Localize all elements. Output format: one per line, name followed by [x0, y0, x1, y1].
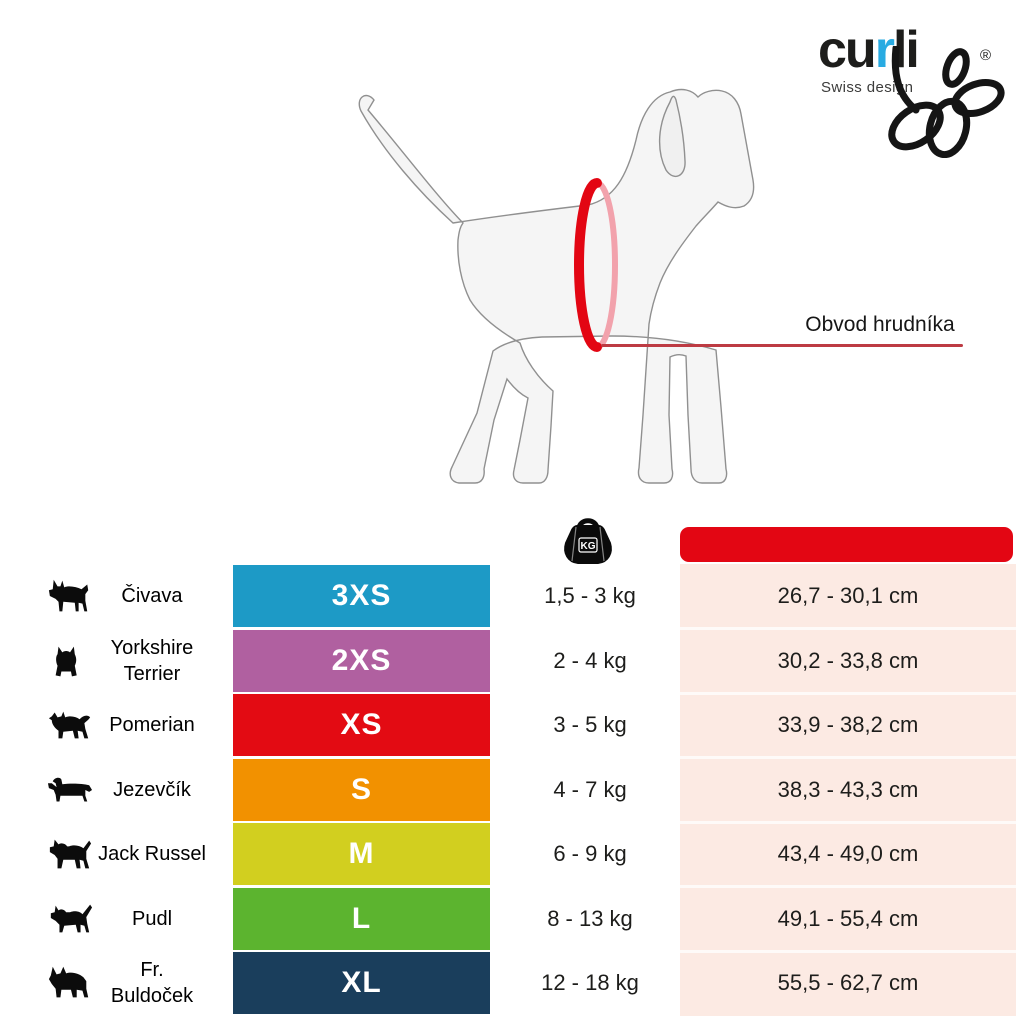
size-label: S — [350, 772, 372, 806]
chest-row-separator — [680, 627, 1016, 630]
french-bulldog-icon — [48, 966, 89, 998]
size-label: XS — [340, 708, 383, 741]
weight-value: 3 - 5 kg — [553, 712, 627, 737]
registered-trademark-icon: ® — [980, 47, 992, 64]
breed-label: Čivava — [121, 585, 183, 607]
chest-value: 33,9 - 38,2 cm — [777, 712, 919, 737]
chest-value: 49,1 - 55,4 cm — [777, 905, 919, 931]
weight-value: 2 - 4 kg — [553, 647, 627, 673]
chest-row-separator — [680, 949, 1016, 953]
dog-ear — [658, 95, 686, 178]
breed-label: Pomerian — [109, 714, 195, 736]
brand-prefix: cu — [818, 21, 877, 79]
size-label: L — [351, 901, 372, 935]
size-label: 3XS — [331, 579, 392, 612]
breed-icon-cell — [40, 888, 100, 950]
size-bar: M — [233, 823, 490, 885]
chest-row-separator — [680, 691, 1016, 695]
breed-icon-cell — [40, 759, 100, 821]
dog-body — [358, 88, 755, 484]
chest-value: 30,2 - 33,8 cm — [777, 647, 919, 673]
size-bar: XL — [233, 952, 490, 1014]
breed-label: Jack Russel — [98, 843, 206, 865]
chest-value: 38,3 - 43,3 cm — [777, 776, 919, 802]
chest-header-bar — [680, 527, 1013, 562]
chest-value: 26,7 - 30,1 cm — [777, 583, 919, 608]
weight-value: 12 - 18 kg — [541, 970, 639, 995]
dog-silhouette — [358, 88, 755, 484]
breed-icon-cell — [40, 565, 100, 627]
chest-value: 55,5 - 62,7 cm — [777, 970, 919, 995]
brand-letter-r: r — [874, 21, 895, 79]
size-bar: 2XS — [233, 629, 490, 692]
breed-icon-cell — [40, 823, 100, 885]
chest-row-separator — [680, 885, 1016, 888]
breed-icon-cell — [40, 694, 100, 756]
logo-tagline: Swiss design — [821, 79, 914, 96]
size-bar: 3XS — [233, 565, 490, 627]
size-bar: XS — [233, 694, 490, 756]
breed-label: Jezevčík — [113, 778, 191, 801]
breed-icon-cell — [40, 630, 100, 692]
chest-ring-front — [574, 178, 602, 352]
weight-value: 8 - 13 kg — [547, 905, 633, 931]
measurement-line — [601, 344, 963, 347]
logo-flower-icon — [888, 46, 1005, 158]
terrier-icon — [50, 904, 93, 932]
size-bar: S — [233, 758, 490, 821]
measurement-label: Obvod hrudníka — [805, 313, 955, 336]
pomeranian-icon — [48, 711, 91, 739]
kg-weight-icon: KG — [564, 518, 612, 564]
breed-label: Fr. Buldoček — [110, 959, 194, 1007]
size-label: M — [348, 837, 375, 870]
dachshund-icon — [47, 777, 93, 801]
breed-icon-cell — [40, 952, 100, 1014]
yorkshire-terrier-icon — [55, 646, 77, 676]
size-bar: L — [233, 887, 490, 950]
chest-row-separator — [680, 756, 1016, 759]
weight-value: 1,5 - 3 kg — [544, 583, 636, 608]
chest-row-separator — [680, 820, 1016, 824]
size-label: 2XS — [331, 643, 392, 677]
jack-russell-icon — [49, 839, 92, 869]
weight-value: 6 - 9 kg — [553, 841, 627, 866]
size-label: XL — [341, 966, 382, 999]
svg-text:KG: KG — [581, 541, 596, 552]
chihuahua-icon — [48, 579, 89, 612]
weight-value: 4 - 7 kg — [553, 776, 627, 802]
chest-column-background — [680, 564, 1016, 1016]
breed-label: Yorkshire Terrier — [110, 636, 194, 685]
breed-label: Pudl — [131, 907, 173, 930]
chest-value: 43,4 - 49,0 cm — [777, 841, 919, 866]
